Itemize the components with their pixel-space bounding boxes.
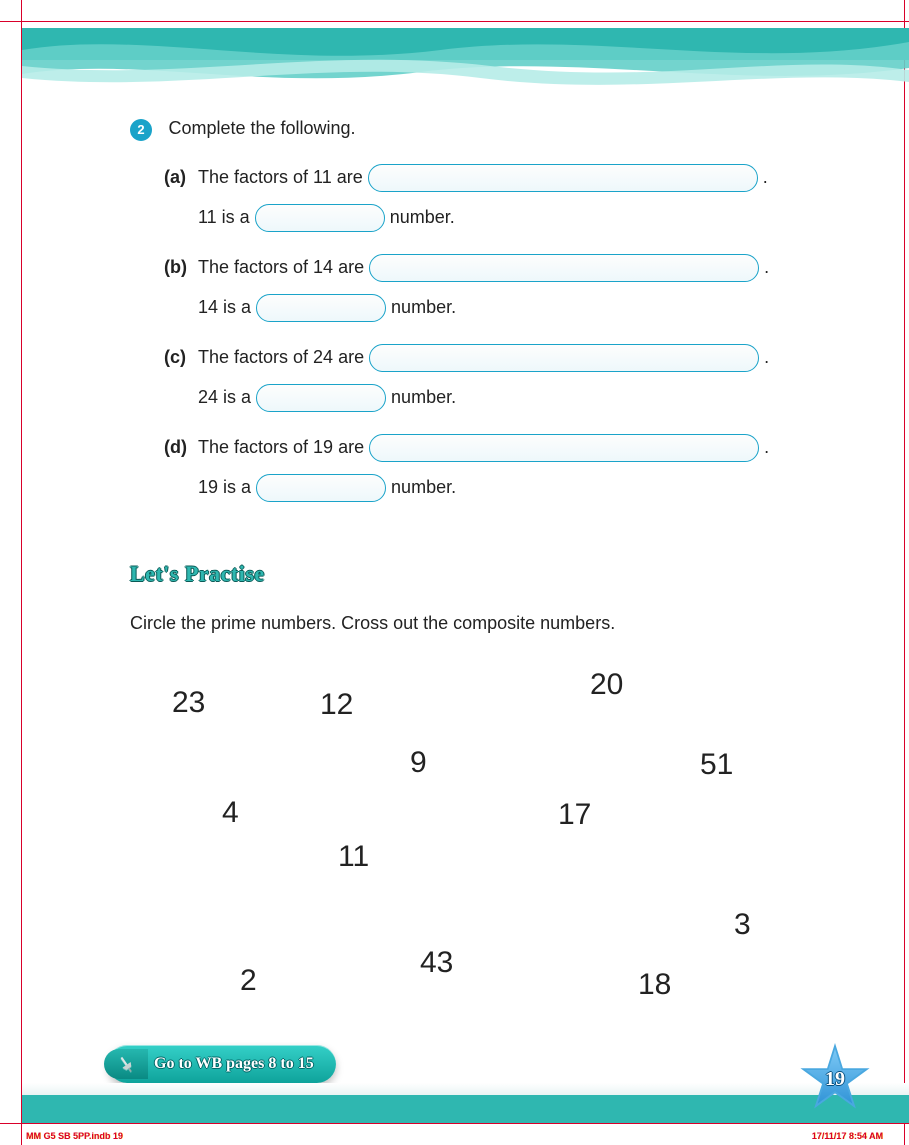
practise-number[interactable]: 9 [410,746,427,780]
item-text: number. [386,387,456,407]
question-item: (b)The factors of 14 are . 14 is a number… [164,247,810,327]
item-text: . [758,167,768,187]
page: 2 Complete the following. (a)The factors… [0,0,909,1145]
number-field: 23 12 20 9 51 4 17 11 3 43 2 18 [130,668,810,1048]
page-number: 19 [799,1043,871,1115]
item-text: The factors of 11 are [198,167,368,187]
practise-number[interactable]: 11 [338,840,369,874]
question-header: 2 Complete the following. [130,118,810,141]
item-label: (d) [164,427,198,467]
content: 2 Complete the following. (a)The factors… [130,118,810,1048]
practise-number[interactable]: 4 [222,796,239,830]
practise-number[interactable]: 18 [638,968,671,1002]
item-label: (c) [164,337,198,377]
item-text: The factors of 24 are [198,347,369,367]
answer-blank-long[interactable] [369,254,759,282]
answer-blank-short[interactable] [256,384,386,412]
answer-blank-long[interactable] [369,434,759,462]
item-label: (b) [164,247,198,287]
footer-left: MM G5 SB 5PP.indb 19 [26,1131,123,1141]
answer-blank-long[interactable] [368,164,758,192]
question-item: (c)The factors of 24 are . 24 is a number… [164,337,810,417]
question-item: (a)The factors of 11 are . 11 is a number… [164,157,810,237]
crop-mark [0,1123,909,1124]
item-text: . [759,347,769,367]
item-text: 24 is a [198,387,256,407]
item-text: number. [386,297,456,317]
item-text: . [759,257,769,277]
practise-number[interactable]: 43 [420,946,453,980]
question-instruction: Complete the following. [168,118,355,138]
practise-number[interactable]: 20 [590,668,623,702]
item-text: The factors of 19 are [198,437,369,457]
crop-mark [21,0,22,1145]
question-items: (a)The factors of 11 are . 11 is a number… [164,157,810,507]
answer-blank-short[interactable] [256,294,386,322]
answer-blank-short[interactable] [255,204,385,232]
answer-blank-long[interactable] [369,344,759,372]
question-item: (d)The factors of 19 are . 19 is a number… [164,427,810,507]
page-number-star: 19 [799,1043,871,1115]
practise-number[interactable]: 2 [240,964,257,998]
item-label: (a) [164,157,198,197]
practise-number[interactable]: 17 [558,798,591,832]
bottom-banner [22,1055,909,1123]
item-text: 14 is a [198,297,256,317]
practise-title: Let's Practise [130,561,810,587]
top-banner [22,22,909,92]
practise-number[interactable]: 12 [320,688,353,722]
footer-right: 17/11/17 8:54 AM [812,1131,883,1141]
wave-icon [22,22,909,92]
practise-number[interactable]: 23 [172,686,205,720]
item-text: number. [385,207,455,227]
item-text: 11 is a [198,207,255,227]
item-text: . [759,437,769,457]
answer-blank-short[interactable] [256,474,386,502]
item-text: The factors of 14 are [198,257,369,277]
question-number-badge: 2 [130,119,152,141]
practise-instruction: Circle the prime numbers. Cross out the … [130,613,810,634]
item-text: number. [386,477,456,497]
crop-mark [904,0,905,1145]
practise-number[interactable]: 51 [700,748,733,782]
item-text: 19 is a [198,477,256,497]
practise-section: Let's Practise Circle the prime numbers.… [130,561,810,1048]
practise-number[interactable]: 3 [734,908,751,942]
